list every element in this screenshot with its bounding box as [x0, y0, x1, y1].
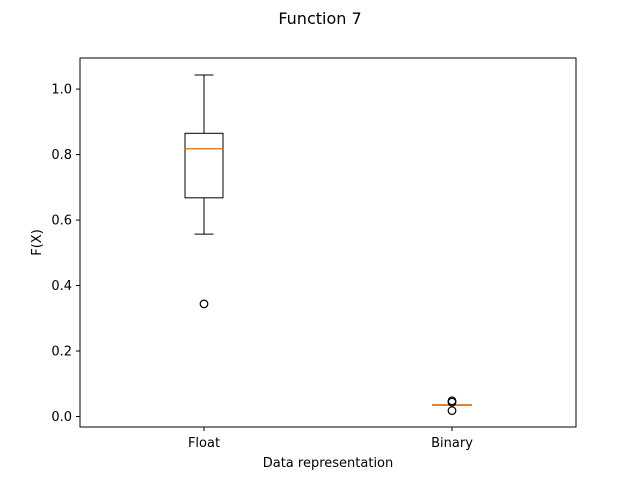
y-tick-label: 0.2 [51, 345, 72, 360]
chart-title: Function 7 [278, 9, 361, 28]
y-tick-label: 0.4 [51, 279, 72, 294]
box-series [184, 74, 472, 416]
outlier-point [199, 299, 209, 309]
x-axis-ticks: Float Binary [188, 427, 473, 451]
box-binary [432, 396, 472, 416]
x-axis-label: Data representation [263, 456, 394, 471]
y-tick-label: 0.0 [51, 410, 72, 425]
x-tick-label: Binary [431, 436, 473, 451]
y-tick-label: 0.8 [51, 148, 72, 163]
outlier-point [447, 406, 457, 416]
box-float [184, 74, 224, 309]
y-tick-label: 0.6 [51, 214, 72, 229]
y-tick-label: 1.0 [51, 83, 72, 98]
plot-area-frame [79, 57, 577, 428]
outlier-point [447, 397, 457, 407]
y-axis-ticks: 0.0 0.2 0.4 0.6 0.8 1.0 [51, 83, 80, 425]
iqr-box [184, 132, 224, 199]
y-axis-label: F(X) [30, 229, 45, 256]
x-tick-label: Float [188, 436, 220, 451]
